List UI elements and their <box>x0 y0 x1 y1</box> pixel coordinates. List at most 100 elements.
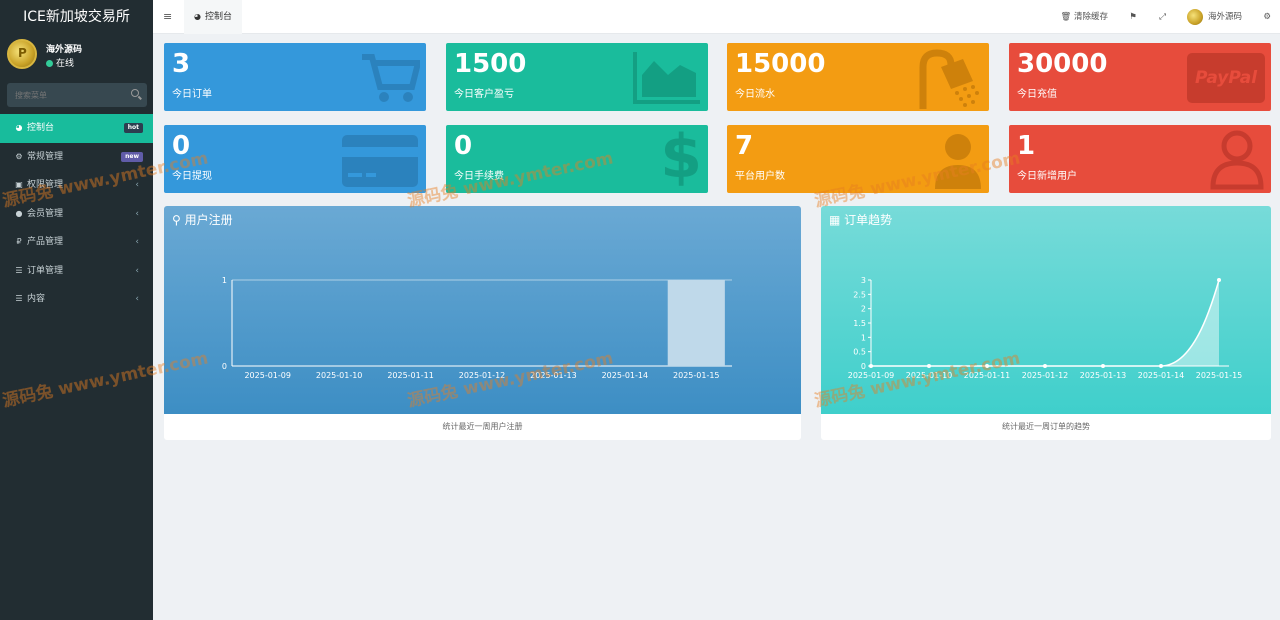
stat-label: 今日充值 <box>1017 89 1057 100</box>
registration-bar-chart: 0 1 2025-01-09 2025-01-10 2025-01-11 2025-01-… <box>222 276 732 380</box>
sidebar-item-general[interactable]: ⚙ 常规管理 new <box>0 143 153 172</box>
sidebar-item-products[interactable]: ₽ 产品管理 ‹ <box>0 228 153 257</box>
group-icon: ▣ <box>15 180 23 189</box>
sidebar-item-permissions[interactable]: ▣ 权限管理 ‹ <box>0 171 153 200</box>
stat-card-today-withdraw: 0 今日提现 <box>164 125 426 193</box>
menu-toggle-icon[interactable]: ≡ <box>163 10 173 23</box>
x-tick-label: 2025-01-15 <box>673 371 720 380</box>
chevron-left-icon: ‹ <box>135 237 139 247</box>
data-point <box>1101 364 1105 368</box>
x-tick-label: 2025-01-14 <box>602 371 649 380</box>
stat-card-platform-users: 7 平台用户数 <box>727 125 989 193</box>
x-tick-label: 2025-01-12 <box>1022 371 1069 380</box>
menu-label: 产品管理 <box>27 237 64 247</box>
menu-label: 订单管理 <box>27 265 64 276</box>
shopping-cart-icon <box>362 54 420 102</box>
x-tick-label: 2025-01-15 <box>1196 371 1243 380</box>
x-tick-label: 2025-01-13 <box>530 371 577 380</box>
area-fill <box>871 280 1219 366</box>
stat-value: 0 <box>172 131 191 161</box>
y-tick-label: 1.5 <box>853 319 866 328</box>
settings-icon[interactable]: ⚙ <box>1263 12 1271 22</box>
stat-card-client-pnl: 1500 今日客户盈亏 <box>446 43 708 111</box>
dashboard-icon: ◕ <box>194 12 201 21</box>
registration-title: ⚲ 用户注册 <box>172 211 233 228</box>
x-tick-label: 2025-01-14 <box>1138 371 1185 380</box>
x-tick-label: 2025-01-10 <box>906 371 953 380</box>
new-badge: new <box>121 151 143 162</box>
stat-card-today-flow: 15000 今日流水 <box>727 43 989 111</box>
y-tick-label: 3 <box>861 276 866 285</box>
stat-value: 30000 <box>1017 49 1108 79</box>
x-tick-label: 2025-01-09 <box>244 371 291 380</box>
sidebar-item-members[interactable]: ● 会员管理 ‹ <box>0 200 153 229</box>
data-point <box>985 364 989 368</box>
user-menu[interactable]: 海外源码 <box>1186 0 1242 34</box>
panel-title-text: 用户注册 <box>184 213 233 227</box>
avatar <box>1186 8 1203 25</box>
stat-card-today-fee: 0 今日手续费 $ <box>446 125 708 193</box>
x-tick-label: 2025-01-11 <box>964 371 1011 380</box>
user-icon <box>935 134 981 189</box>
x-tick-label: 2025-01-09 <box>848 371 895 380</box>
language-flag-icon[interactable]: ⚑ <box>1129 12 1137 22</box>
search-input[interactable] <box>7 83 117 107</box>
cogs-icon: ⚙ <box>15 151 23 161</box>
sidebar-search <box>7 83 147 107</box>
stat-label: 今日客户盈亏 <box>454 89 514 100</box>
fullscreen-icon[interactable]: ⤢ <box>1159 12 1166 22</box>
credit-card-icon <box>342 135 418 187</box>
data-point <box>927 364 931 368</box>
order-area-chart: 0 0.5 1 1.5 2 2.5 3 2025-01-09 2025-01-10 2025-01… <box>848 276 1243 380</box>
list-icon: ☰ <box>15 265 23 275</box>
stat-value: 0 <box>454 131 473 161</box>
tab-dashboard[interactable]: ◕ 控制台 <box>184 0 242 34</box>
data-point <box>869 364 873 368</box>
y-tick-label: 0.5 <box>853 348 866 357</box>
data-point <box>1217 278 1221 282</box>
registration-footer: 统计最近一周用户注册 <box>164 414 801 440</box>
stat-value: 15000 <box>735 49 826 79</box>
menu-label: 会员管理 <box>27 208 64 219</box>
series-line <box>871 279 1220 367</box>
order-title: ▦ 订单趋势 <box>829 211 892 228</box>
x-tick-label: 2025-01-13 <box>1080 371 1127 380</box>
sidebar-item-content[interactable]: ☰ 内容 ‹ <box>0 285 153 314</box>
shower-icon <box>919 49 979 109</box>
app-title: ICE新加坡交易所 <box>0 0 153 34</box>
stat-value: 3 <box>172 49 191 79</box>
stat-label: 今日新增用户 <box>1017 171 1077 182</box>
list-icon: ☰ <box>15 294 23 303</box>
x-tick-label: 2025-01-10 <box>316 371 363 380</box>
dashboard-icon: ◕ <box>15 123 23 132</box>
clear-cache-label: 清除缓存 <box>1073 12 1108 22</box>
y-tick-label: 0 <box>222 362 227 371</box>
clear-cache-button[interactable]: 🗑 清除缓存 <box>1060 0 1108 34</box>
sidebar-item-orders[interactable]: ☰ 订单管理 ‹ <box>0 257 153 286</box>
search-icon[interactable] <box>131 89 139 97</box>
trash-icon: 🗑 <box>1060 12 1072 22</box>
user-panel: P 海外源码 在线 <box>0 34 153 80</box>
avatar: P <box>7 39 37 69</box>
online-dot-icon <box>46 60 53 67</box>
stat-value: 1500 <box>454 49 527 79</box>
sidebar-item-dashboard[interactable]: ◕ 控制台 hot <box>0 114 153 143</box>
stat-card-today-deposit: 30000 今日充值 PayPal <box>1009 43 1271 111</box>
menu-label: 控制台 <box>27 123 55 133</box>
status-text: 在线 <box>56 59 75 69</box>
menu-label: 常规管理 <box>27 151 64 162</box>
data-point <box>1159 364 1163 368</box>
user-circle-icon: ● <box>15 208 23 218</box>
chevron-left-icon: ‹ <box>135 180 139 190</box>
tab-label: 控制台 <box>204 12 232 22</box>
y-tick-label: 0 <box>861 362 866 371</box>
user-registration-panel: ⚲ 用户注册 0 1 2025-01-09 2025-01-10 2025-01-11 2… <box>164 206 801 440</box>
order-chart-area: ▦ 订单趋势 0 0.5 1 1.5 2 2.5 3 2025-01-09 2025-01-10… <box>821 206 1271 414</box>
sidebar: ICE新加坡交易所 P 海外源码 在线 ◕ 控制台 hot ⚙ 常规管理 new ▣… <box>0 0 153 620</box>
user-outline-icon <box>1210 130 1264 190</box>
grid-icon: ▦ <box>829 213 841 227</box>
chevron-left-icon: ‹ <box>135 265 139 276</box>
bar <box>667 280 725 366</box>
y-tick-label: 2.5 <box>853 290 866 299</box>
stat-value: 7 <box>735 131 754 161</box>
